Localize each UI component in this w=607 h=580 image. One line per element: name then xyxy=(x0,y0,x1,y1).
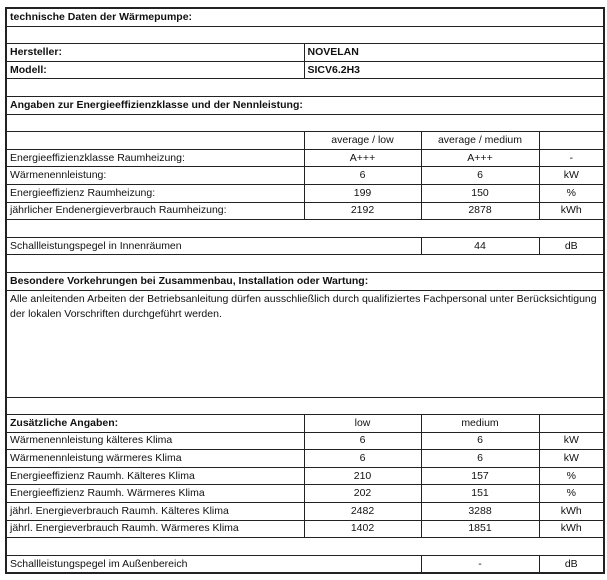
efficiency-heading: Angaben zur Energieeffizienzklasse und d… xyxy=(5,95,605,115)
column-header-low: low xyxy=(303,414,422,433)
row-label: Wärmenennleistung wärmeres Klima xyxy=(5,449,305,468)
value-low: 210 xyxy=(303,466,422,486)
spacer-row xyxy=(5,537,605,556)
column-header-medium: medium xyxy=(420,414,540,433)
table-row: Wärmenennleistung: 6 6 kW xyxy=(5,166,605,185)
value-medium: 6 xyxy=(420,449,540,468)
unit: dB xyxy=(538,554,605,574)
unit: % xyxy=(538,484,605,504)
outdoor-noise-label: Schallleistungspegel im Außenbereich xyxy=(5,554,422,574)
empty-header-cell xyxy=(538,131,605,150)
row-label: Wärmenennleistung: xyxy=(5,166,305,185)
value-medium: 157 xyxy=(420,466,540,486)
row-label: jährlicher Endenergieverbrauch Raumheizu… xyxy=(5,201,305,221)
spacer-row xyxy=(5,396,605,416)
row-label: Wärmenennleistung kälteres Klima xyxy=(5,431,305,451)
value-medium: 6 xyxy=(420,166,540,185)
value-medium: 150 xyxy=(420,183,540,203)
precautions-text: Alle anleitenden Arbeiten der Betriebsan… xyxy=(5,289,605,398)
row-label: Energieeffizienz Raumh. Kälteres Klima xyxy=(5,466,305,486)
empty-header-cell xyxy=(5,131,305,150)
column-header-low: average / low xyxy=(303,131,422,150)
manufacturer-value: NOVELAN xyxy=(303,43,605,62)
unit: % xyxy=(538,183,605,203)
row-label: jährl. Energieverbrauch Raumh. Kälteres … xyxy=(5,502,305,521)
model-label: Modell: xyxy=(5,60,305,80)
unit: kW xyxy=(538,431,605,451)
unit: kW xyxy=(538,166,605,185)
unit: kW xyxy=(538,449,605,468)
row-label: jährl. Energieverbrauch Raumh. Wärmeres … xyxy=(5,519,305,539)
outdoor-noise-value: - xyxy=(420,554,540,574)
table-row: jährlicher Endenergieverbrauch Raumheizu… xyxy=(5,201,605,221)
table-row: jährl. Energieverbrauch Raumh. Wärmeres … xyxy=(5,519,605,539)
table-row: Wärmenennleistung kälteres Klima 6 6 kW xyxy=(5,431,605,451)
value-low: 6 xyxy=(303,431,422,451)
row-label: Energieeffizienz Raumheizung: xyxy=(5,183,305,203)
spacer-row xyxy=(5,78,605,97)
spacer-row xyxy=(5,25,605,45)
precautions-heading: Besondere Vorkehrungen bei Zusammenbau, … xyxy=(5,271,605,291)
model-value: SICV6.2H3 xyxy=(303,60,605,80)
indoor-noise-label: Schallleistungspegel in Innenräumen xyxy=(5,236,422,256)
value-low: 6 xyxy=(303,166,422,185)
value-low: 202 xyxy=(303,484,422,504)
value-medium: 2878 xyxy=(420,201,540,221)
indoor-noise-value: 44 xyxy=(420,236,540,256)
value-low: A+++ xyxy=(303,148,422,168)
table-row: Energieeffizienz Raumh. Kälteres Klima 2… xyxy=(5,466,605,486)
unit: dB xyxy=(538,236,605,256)
unit: kWh xyxy=(538,201,605,221)
value-low: 1402 xyxy=(303,519,422,539)
table-row: Energieeffizienz Raumh. Wärmeres Klima 2… xyxy=(5,484,605,504)
unit: kWh xyxy=(538,519,605,539)
value-medium: 1851 xyxy=(420,519,540,539)
table-row: Energieeffizienzklasse Raumheizung: A+++… xyxy=(5,148,605,168)
value-low: 2482 xyxy=(303,502,422,521)
value-medium: A+++ xyxy=(420,148,540,168)
empty-header-cell xyxy=(538,414,605,433)
value-medium: 3288 xyxy=(420,502,540,521)
value-low: 2192 xyxy=(303,201,422,221)
manufacturer-label: Hersteller: xyxy=(5,43,305,62)
unit: kWh xyxy=(538,502,605,521)
row-label: Energieeffizienz Raumh. Wärmeres Klima xyxy=(5,484,305,504)
heat-pump-datasheet: technische Daten der Wärmepumpe: Herstel… xyxy=(5,7,606,575)
spacer-row xyxy=(5,219,605,238)
table-row: jährl. Energieverbrauch Raumh. Kälteres … xyxy=(5,502,605,521)
spacer-row xyxy=(5,254,605,273)
value-low: 6 xyxy=(303,449,422,468)
value-low: 199 xyxy=(303,183,422,203)
table-row: Schallleistungspegel in Innenräumen 44 d… xyxy=(5,236,605,256)
column-header-medium: average / medium xyxy=(420,131,540,150)
spacer-row xyxy=(5,113,605,133)
value-medium: 6 xyxy=(420,431,540,451)
table-row: Wärmenennleistung wärmeres Klima 6 6 kW xyxy=(5,449,605,468)
unit: % xyxy=(538,466,605,486)
row-label: Energieeffizienzklasse Raumheizung: xyxy=(5,148,305,168)
table-row: Schallleistungspegel im Außenbereich - d… xyxy=(5,554,605,574)
table-row: Energieeffizienz Raumheizung: 199 150 % xyxy=(5,183,605,203)
value-medium: 151 xyxy=(420,484,540,504)
additional-heading: Zusätzliche Angaben: xyxy=(5,414,305,433)
unit: - xyxy=(538,148,605,168)
sheet-title: technische Daten der Wärmepumpe: xyxy=(5,7,605,27)
